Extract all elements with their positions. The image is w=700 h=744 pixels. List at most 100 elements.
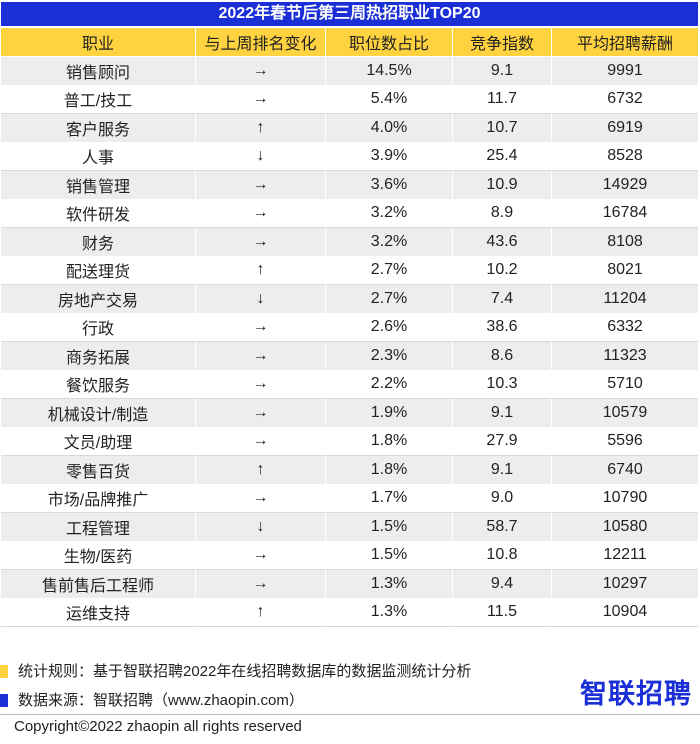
cell-rank-change: → [196,427,326,456]
cell-rank-change: → [196,199,326,228]
cell-competition: 9.1 [453,399,552,428]
table-row: 人事 ↓ 3.9% 25.4 8528 [1,142,698,171]
cell-salary: 6732 [552,85,698,114]
cell-share: 4.0% [326,114,453,143]
table-row: 销售管理 → 3.6% 10.9 14929 [1,171,698,200]
copyright-text: Copyright©2022 zhaopin all rights reserv… [14,718,302,735]
cell-share: 1.5% [326,513,453,542]
cell-rank-change: → [196,570,326,599]
cell-competition: 11.5 [453,598,552,627]
cell-competition: 9.1 [453,456,552,485]
cell-job: 售前售后工程师 [1,570,196,599]
cell-rank-change: ↓ [196,513,326,542]
cell-share: 1.7% [326,484,453,513]
cell-rank-change: → [196,313,326,342]
cell-job: 房地产交易 [1,285,196,314]
table-row: 普工/技工 → 5.4% 11.7 6732 [1,85,698,114]
table-row: 餐饮服务 → 2.2% 10.3 5710 [1,370,698,399]
cell-job: 商务拓展 [1,342,196,371]
table-row: 房地产交易 ↓ 2.7% 7.4 11204 [1,285,698,314]
cell-rank-change: ↑ [196,256,326,285]
cell-salary: 8528 [552,142,698,171]
table-row: 配送理货 ↑ 2.7% 10.2 8021 [1,256,698,285]
cell-competition: 43.6 [453,228,552,257]
legend-source-text: 数据来源：智联招聘（www.zhaopin.com） [18,692,304,709]
cell-share: 14.5% [326,57,453,86]
cell-share: 2.7% [326,256,453,285]
cell-competition: 27.9 [453,427,552,456]
table-row: 工程管理 ↓ 1.5% 58.7 10580 [1,513,698,542]
cell-rank-change: → [196,228,326,257]
table-header-row: 职业 与上周排名变化 职位数占比 竞争指数 平均招聘薪酬 [1,28,698,57]
cell-rank-change: → [196,484,326,513]
cell-rank-change: ↑ [196,456,326,485]
column-header-share: 职位数占比 [326,28,453,57]
footer-divider [0,714,700,715]
cell-job: 人事 [1,142,196,171]
cell-salary: 10580 [552,513,698,542]
cell-job: 餐饮服务 [1,370,196,399]
cell-share: 3.9% [326,142,453,171]
cell-salary: 14929 [552,171,698,200]
cell-job: 运维支持 [1,598,196,627]
cell-rank-change: ↓ [196,285,326,314]
cell-job: 销售顾问 [1,57,196,86]
cell-share: 3.2% [326,199,453,228]
cell-rank-change: ↓ [196,142,326,171]
cell-competition: 9.0 [453,484,552,513]
cell-rank-change: → [196,57,326,86]
cell-job: 零售百货 [1,456,196,485]
cell-salary: 16784 [552,199,698,228]
cell-rank-change: → [196,541,326,570]
legend-rule-swatch [0,665,8,678]
cell-salary: 8021 [552,256,698,285]
cell-competition: 9.4 [453,570,552,599]
cell-salary: 10579 [552,399,698,428]
cell-share: 2.7% [326,285,453,314]
cell-salary: 6740 [552,456,698,485]
cell-rank-change: → [196,85,326,114]
table-row: 行政 → 2.6% 38.6 6332 [1,313,698,342]
cell-salary: 10904 [552,598,698,627]
cell-competition: 25.4 [453,142,552,171]
table-row: 机械设计/制造 → 1.9% 9.1 10579 [1,399,698,428]
cell-competition: 11.7 [453,85,552,114]
cell-job: 生物/医药 [1,541,196,570]
cell-job: 市场/品牌推广 [1,484,196,513]
cell-salary: 9991 [552,57,698,86]
cell-job: 客户服务 [1,114,196,143]
cell-salary: 6332 [552,313,698,342]
cell-competition: 8.9 [453,199,552,228]
cell-job: 销售管理 [1,171,196,200]
table-row: 销售顾问 → 14.5% 9.1 9991 [1,57,698,86]
cell-competition: 10.8 [453,541,552,570]
cell-salary: 12211 [552,541,698,570]
cell-competition: 9.1 [453,57,552,86]
job-ranking-table: 职业 与上周排名变化 职位数占比 竞争指数 平均招聘薪酬 销售顾问 → 14.5% 9… [1,28,698,627]
cell-share: 1.9% [326,399,453,428]
cell-share: 1.3% [326,598,453,627]
cell-job: 文员/助理 [1,427,196,456]
zhaopin-logo: 智联招聘 [580,679,692,709]
table-row: 文员/助理 → 1.8% 27.9 5596 [1,427,698,456]
cell-share: 3.2% [326,228,453,257]
cell-salary: 10790 [552,484,698,513]
cell-share: 2.6% [326,313,453,342]
cell-competition: 7.4 [453,285,552,314]
column-header-rank-change: 与上周排名变化 [196,28,326,57]
cell-share: 1.8% [326,456,453,485]
table-row: 售前售后工程师 → 1.3% 9.4 10297 [1,570,698,599]
cell-share: 2.3% [326,342,453,371]
cell-competition: 10.9 [453,171,552,200]
table-row: 财务 → 3.2% 43.6 8108 [1,228,698,257]
cell-salary: 5596 [552,427,698,456]
cell-salary: 8108 [552,228,698,257]
column-header-competition: 竞争指数 [453,28,552,57]
cell-job: 工程管理 [1,513,196,542]
cell-competition: 38.6 [453,313,552,342]
table-row: 软件研发 → 3.2% 8.9 16784 [1,199,698,228]
cell-job: 行政 [1,313,196,342]
cell-competition: 10.2 [453,256,552,285]
cell-share: 1.8% [326,427,453,456]
table-row: 运维支持 ↑ 1.3% 11.5 10904 [1,598,698,627]
